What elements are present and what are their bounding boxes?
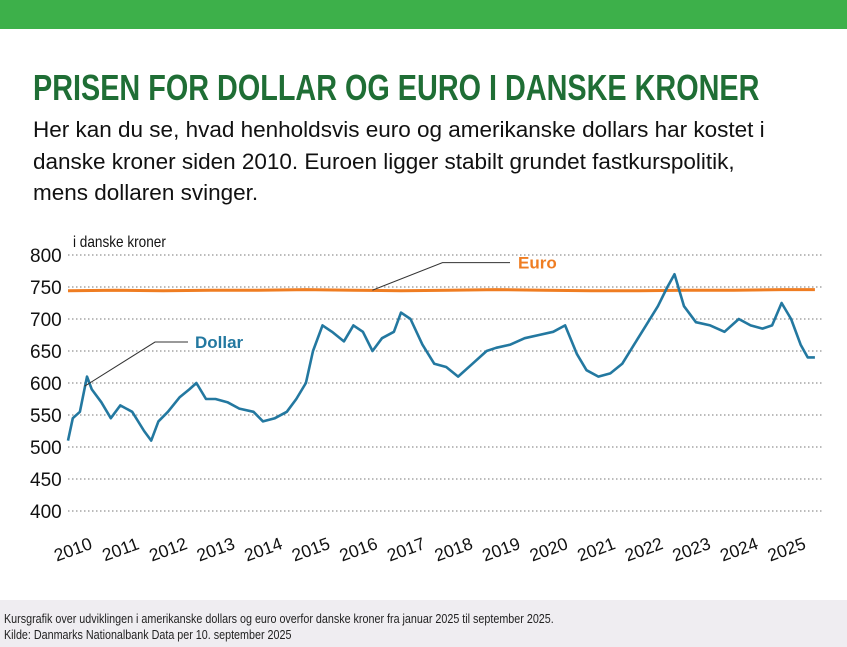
y-tick-label: 650 — [30, 342, 62, 363]
y-tick-label: 750 — [30, 278, 62, 299]
y-tick-label: 700 — [30, 310, 62, 331]
x-tick-label: 2015 — [289, 533, 332, 565]
y-tick-label: 600 — [30, 374, 62, 395]
x-tick-label: 2014 — [242, 533, 286, 565]
x-tick-label: 2023 — [670, 533, 713, 565]
page-title: PRISEN FOR DOLLAR OG EURO I DANSKE KRONE… — [33, 67, 760, 108]
x-tick-label: 2012 — [146, 533, 189, 565]
footer: Kursgrafik over udviklingen i amerikansk… — [0, 600, 847, 647]
x-tick-label: 2025 — [765, 533, 808, 565]
chart-grid — [68, 254, 822, 512]
x-tick-label: 2018 — [432, 533, 475, 565]
x-tick-labels: 2010 2011 2012 2013 2014 2015 2016 2017 2018 2019… — [51, 533, 808, 565]
x-tick-label: 2011 — [99, 534, 141, 566]
x-tick-label: 2022 — [622, 533, 665, 565]
dollar-leader-line — [84, 341, 188, 387]
euro-annotation: Euro — [518, 254, 557, 273]
y-tick-label: 550 — [30, 406, 62, 427]
dollar-annotation: Dollar — [195, 333, 244, 352]
x-tick-label: 2024 — [717, 533, 761, 565]
page-subtitle: Her kan du se, hvad henholdsvis euro og … — [33, 117, 765, 205]
y-tick-label: 800 — [30, 246, 62, 267]
chart-series — [66, 272, 815, 442]
x-tick-label: 2017 — [384, 533, 427, 565]
x-tick-label: 2013 — [194, 533, 237, 565]
currency-line-chart: i danske kroner 800 750 700 650 600 550 500 450… — [30, 234, 822, 565]
x-tick-label: 2010 — [51, 533, 95, 565]
series-line-dollar — [66, 272, 815, 442]
footer-source: Kilde: Danmarks Nationalbank Data per 10… — [4, 628, 292, 642]
y-tick-label: 450 — [30, 470, 62, 491]
euro-leader-line — [372, 262, 510, 291]
series-line-euro — [67, 288, 815, 293]
header-accent-bar — [0, 0, 847, 29]
y-tick-labels: 800 750 700 650 600 550 500 450 400 — [30, 246, 62, 523]
x-tick-label: 2020 — [527, 533, 571, 565]
x-tick-label: 2016 — [337, 533, 380, 565]
y-tick-label: 400 — [30, 502, 62, 523]
footer-caption: Kursgrafik over udviklingen i amerikansk… — [4, 612, 554, 626]
x-tick-label: 2021 — [575, 533, 618, 565]
x-tick-label: 2019 — [479, 533, 522, 565]
y-axis-label: i danske kroner — [73, 234, 166, 251]
y-tick-label: 500 — [30, 438, 62, 459]
chart-annotations: Euro Dollar — [84, 254, 557, 387]
